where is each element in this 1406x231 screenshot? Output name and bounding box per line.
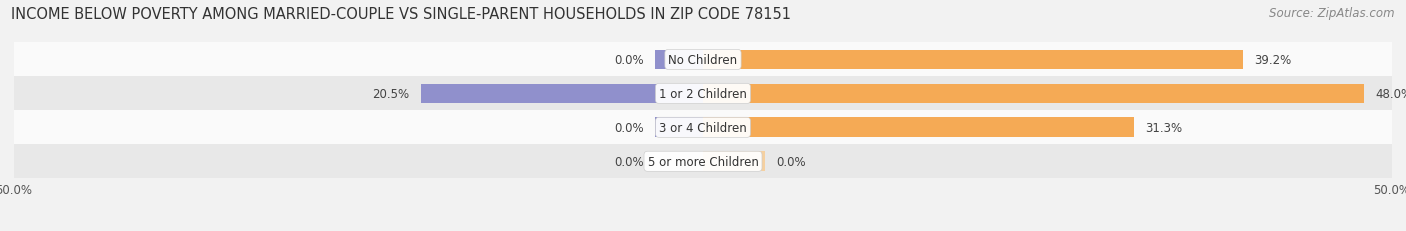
Text: Source: ZipAtlas.com: Source: ZipAtlas.com — [1270, 7, 1395, 20]
Text: 31.3%: 31.3% — [1146, 121, 1182, 134]
Text: 48.0%: 48.0% — [1375, 88, 1406, 100]
Bar — [14, 43, 1392, 77]
Bar — [420, 84, 703, 104]
Bar — [703, 118, 1135, 138]
Text: 0.0%: 0.0% — [614, 121, 644, 134]
Text: No Children: No Children — [668, 54, 738, 67]
Text: 0.0%: 0.0% — [776, 155, 806, 168]
Bar — [703, 84, 1364, 104]
Bar — [14, 145, 1392, 179]
Bar — [655, 50, 703, 70]
Text: 39.2%: 39.2% — [1254, 54, 1291, 67]
Text: 20.5%: 20.5% — [373, 88, 409, 100]
Text: 0.0%: 0.0% — [614, 155, 644, 168]
Text: 1 or 2 Children: 1 or 2 Children — [659, 88, 747, 100]
Bar — [703, 50, 1243, 70]
Bar — [14, 77, 1392, 111]
Text: 5 or more Children: 5 or more Children — [648, 155, 758, 168]
Bar — [703, 152, 765, 171]
Text: INCOME BELOW POVERTY AMONG MARRIED-COUPLE VS SINGLE-PARENT HOUSEHOLDS IN ZIP COD: INCOME BELOW POVERTY AMONG MARRIED-COUPL… — [11, 7, 792, 22]
Bar — [14, 111, 1392, 145]
Text: 3 or 4 Children: 3 or 4 Children — [659, 121, 747, 134]
Text: 0.0%: 0.0% — [614, 54, 644, 67]
Bar — [655, 118, 703, 138]
